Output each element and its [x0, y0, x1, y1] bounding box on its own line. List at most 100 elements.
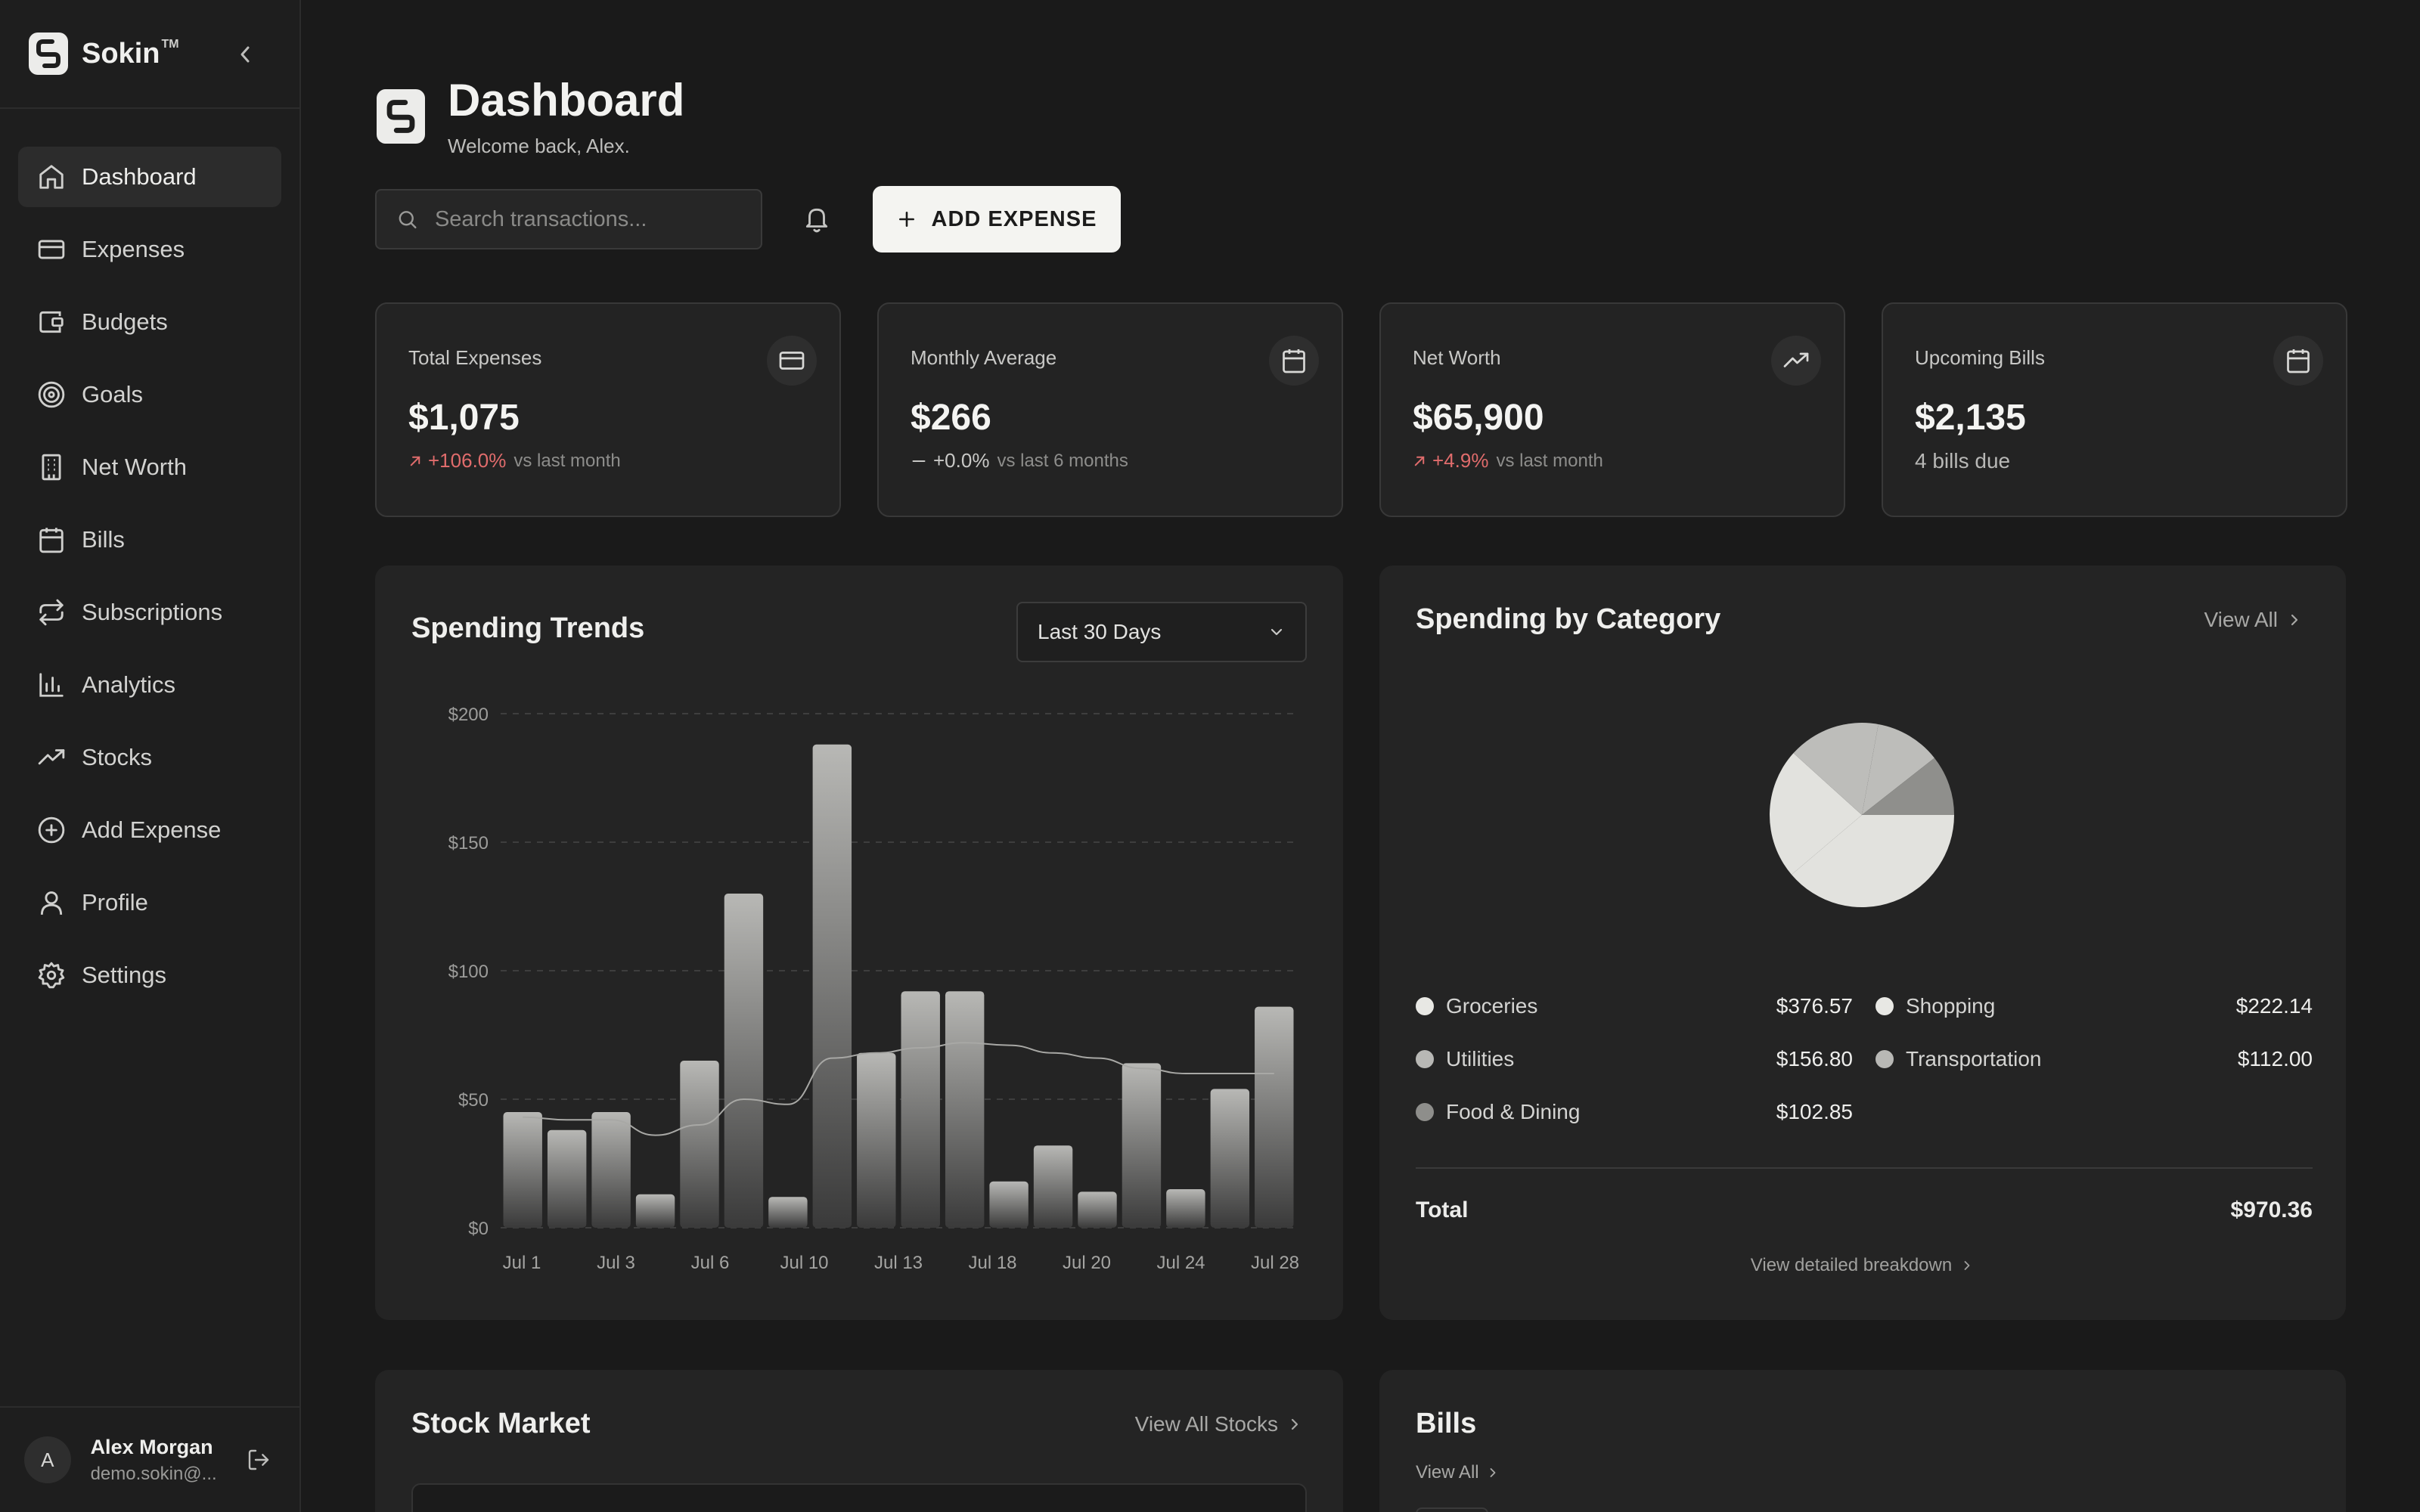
x-tick-label: Jul 28 [1251, 1253, 1299, 1273]
user-name: Alex Morgan [90, 1435, 213, 1458]
brand-name: Sokin TM [82, 37, 179, 70]
stat-title: Monthly Average [911, 346, 1057, 369]
breakdown-label: View detailed breakdown [1750, 1255, 1953, 1275]
legend-amount: $376.57 [1776, 994, 1853, 1018]
stat-change-value: +106.0% [428, 449, 507, 472]
panel-title: Spending Trends [411, 612, 645, 644]
pie-slice[interactable] [1862, 723, 1934, 815]
logout-button[interactable] [242, 1443, 275, 1476]
sidebar-item-goals[interactable]: Goals [18, 364, 281, 425]
sidebar-item-label: Budgets [82, 308, 168, 335]
sidebar-item-label: Settings [82, 962, 167, 988]
avatar[interactable]: A [24, 1436, 71, 1483]
user-email: demo.sokin@... [90, 1463, 217, 1484]
y-tick-label: $150 [448, 833, 489, 854]
building-icon [36, 452, 67, 482]
brand-tm: TM [161, 37, 179, 51]
page-title: Dashboard [448, 75, 685, 125]
bar [680, 1061, 719, 1228]
stat-value: $266 [911, 398, 991, 438]
minus-icon [912, 460, 926, 462]
category-legend: Groceries $376.57 Shopping $222.14 Utili… [1416, 980, 2313, 1139]
legend-item-shopping[interactable]: Shopping $222.14 [1876, 994, 2313, 1018]
x-tick-label: Jul 1 [503, 1253, 541, 1273]
sidebar-item-label: Bills [82, 526, 125, 553]
legend-dot [1876, 997, 1894, 1015]
legend-item-transportation[interactable]: Transportation $112.00 [1876, 1047, 2313, 1071]
total-value: $970.36 [2230, 1198, 2313, 1222]
arrow-up-right-icon [410, 456, 420, 466]
legend-amount: $102.85 [1776, 1100, 1853, 1123]
search-box [375, 189, 762, 249]
sidebar-item-settings[interactable]: Settings [18, 945, 281, 1005]
page-subtitle: Welcome back, Alex. [448, 135, 630, 157]
date-range-select[interactable]: Last 30 Days [1016, 602, 1307, 662]
chevron-right-icon [1291, 1418, 1298, 1430]
legend-name: Groceries [1446, 994, 1538, 1018]
sidebar-item-label: Analytics [82, 671, 176, 698]
bills-filter-tab[interactable] [1416, 1507, 1488, 1512]
legend-row: Food & Dining $102.85 [1416, 1086, 2313, 1139]
sidebar-item-analytics[interactable]: Analytics [18, 655, 281, 715]
x-tick-label: Jul 13 [874, 1253, 923, 1273]
notifications-button[interactable] [794, 197, 839, 242]
x-tick-label: Jul 3 [597, 1253, 635, 1273]
sidebar-item-profile[interactable]: Profile [18, 872, 281, 933]
wallet-icon [36, 307, 67, 337]
pie-slice[interactable] [1793, 723, 1879, 815]
sidebar-item-net-worth[interactable]: Net Worth [18, 437, 281, 497]
bar [635, 1194, 675, 1228]
add-expense-button[interactable]: ADD EXPENSE [873, 186, 1121, 253]
pie-slice[interactable] [1791, 815, 1954, 907]
bar [812, 744, 852, 1228]
legend-item-utilities[interactable]: Utilities $156.80 [1416, 1047, 1876, 1071]
stat-change: +0.0% vs last 6 months [911, 449, 1310, 472]
legend-item-food-dining[interactable]: Food & Dining $102.85 [1416, 1100, 1876, 1124]
bar [547, 1129, 587, 1228]
legend-item-groceries[interactable]: Groceries $376.57 [1416, 994, 1876, 1018]
view-detailed-breakdown-link[interactable]: View detailed breakdown [1379, 1255, 2346, 1276]
logout-icon [248, 1449, 269, 1470]
sidebar-item-dashboard[interactable]: Dashboard [18, 147, 281, 207]
view-all-stocks-link[interactable]: View All Stocks [1135, 1412, 1304, 1436]
stat-change-period: vs last month [1496, 450, 1603, 471]
y-tick-label: $200 [448, 705, 489, 725]
legend-name: Utilities [1446, 1047, 1515, 1070]
user-icon [36, 888, 67, 918]
view-all-label: View All [2204, 608, 2278, 631]
pie-slice[interactable] [1862, 758, 1954, 815]
x-tick-label: Jul 18 [968, 1253, 1016, 1273]
sidebar-item-stocks[interactable]: Stocks [18, 727, 281, 788]
search-input[interactable] [434, 206, 741, 232]
view-all-bills-link[interactable]: View All [1416, 1462, 1500, 1483]
stat-card-monthly-average[interactable]: Monthly Average $266 +0.0% vs last 6 mon… [877, 302, 1343, 517]
stock-list [411, 1483, 1307, 1512]
spending-by-category-panel: Spending by Category View All Groceries … [1379, 565, 2346, 1320]
plus-icon [898, 212, 914, 227]
collapse-sidebar-button[interactable] [231, 39, 259, 70]
stat-card-upcoming-bills[interactable]: Upcoming Bills $2,135 4 bills due [1882, 302, 2347, 517]
legend-row: Groceries $376.57 Shopping $222.14 [1416, 980, 2313, 1033]
chevron-right-icon [1964, 1261, 1970, 1270]
stat-card-total-expenses[interactable]: Total Expenses $1,075 +106.0% vs last mo… [375, 302, 841, 517]
legend-name: Shopping [1906, 994, 1996, 1018]
x-tick-label: Jul 10 [780, 1253, 828, 1273]
view-all-categories-link[interactable]: View All [2204, 608, 2304, 632]
stat-title: Upcoming Bills [1915, 346, 2045, 369]
bar [945, 991, 985, 1228]
sidebar-item-budgets[interactable]: Budgets [18, 292, 281, 352]
sokin-logo-icon[interactable] [29, 33, 68, 75]
y-tick-label: $50 [458, 1090, 489, 1111]
sokin-logo-icon [377, 89, 425, 144]
sidebar-item-bills[interactable]: Bills [18, 510, 281, 570]
spending-trends-panel: Spending Trends Last 30 Days $0 $50 $100 $1… [375, 565, 1343, 1320]
sidebar-item-label: Expenses [82, 236, 185, 262]
sidebar-item-expenses[interactable]: Expenses [18, 219, 281, 280]
stat-value: $65,900 [1413, 398, 1544, 438]
stat-card-net-worth[interactable]: Net Worth $65,900 +4.9% vs last month [1379, 302, 1845, 517]
stat-change: +4.9% vs last month [1413, 449, 1812, 472]
pie-slice[interactable] [1770, 753, 1862, 875]
sidebar-item-label: Net Worth [82, 454, 187, 480]
sidebar-item-add-expense[interactable]: Add Expense [18, 800, 281, 860]
sidebar-item-subscriptions[interactable]: Subscriptions [18, 582, 281, 643]
